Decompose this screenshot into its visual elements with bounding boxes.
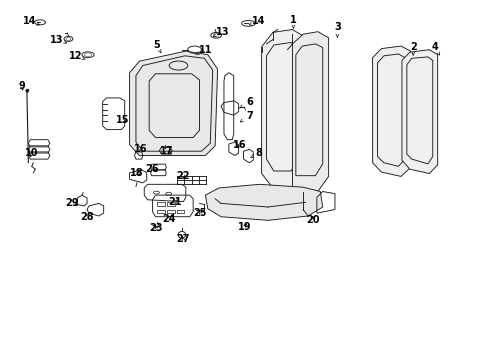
Text: 18: 18 [130,168,143,178]
Text: 20: 20 [305,215,319,225]
Polygon shape [292,32,328,192]
Polygon shape [129,51,217,156]
Text: 10: 10 [25,148,39,158]
Text: 1: 1 [289,15,296,28]
Polygon shape [372,46,410,176]
Ellipse shape [26,89,29,92]
Text: 9: 9 [19,81,25,91]
Text: 12: 12 [69,51,85,61]
Bar [157,202,164,206]
Text: 27: 27 [176,234,190,244]
Text: 17: 17 [159,146,173,156]
Polygon shape [401,50,437,174]
Polygon shape [261,30,303,188]
Text: 24: 24 [162,214,175,224]
Text: 28: 28 [80,212,94,222]
Text: 16: 16 [232,140,246,150]
Text: 21: 21 [168,197,182,207]
Text: 8: 8 [250,148,262,158]
Bar [157,210,164,213]
Bar [177,210,184,213]
Text: 22: 22 [176,171,190,181]
Text: 26: 26 [144,164,158,174]
Text: 2: 2 [409,42,416,55]
Text: 25: 25 [193,208,207,218]
Text: 14: 14 [22,16,39,26]
Text: 23: 23 [149,222,163,233]
Text: 19: 19 [237,222,251,232]
Text: 5: 5 [153,40,161,53]
Text: 13: 13 [212,27,229,37]
Text: 14: 14 [249,16,265,26]
Text: 4: 4 [431,42,439,55]
Text: 13: 13 [49,35,66,45]
Bar [167,202,174,206]
Text: 7: 7 [240,111,252,122]
Text: 29: 29 [65,198,79,208]
Text: 16: 16 [134,144,147,154]
Bar [167,210,174,213]
Text: 3: 3 [333,22,340,37]
Text: 6: 6 [240,96,252,108]
Polygon shape [205,184,322,220]
Text: 15: 15 [115,114,129,125]
Text: 11: 11 [195,45,212,55]
